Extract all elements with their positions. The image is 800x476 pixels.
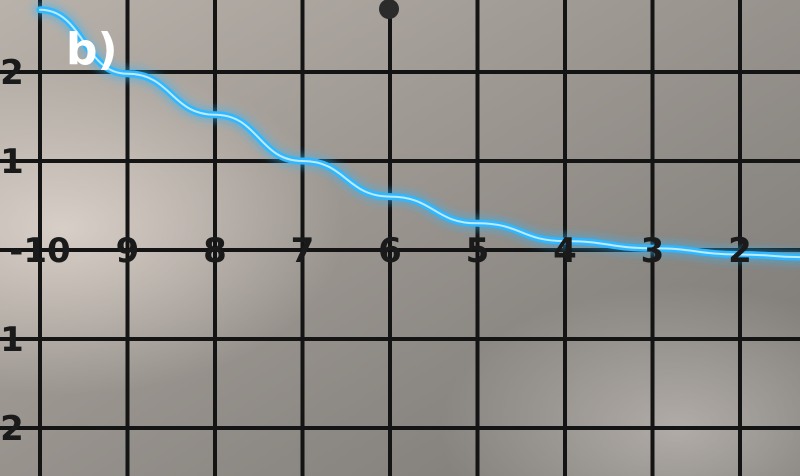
x-tick-label: 7 xyxy=(291,231,315,271)
x-tick-label: 6 xyxy=(378,231,402,271)
y-tick-label: 2 xyxy=(0,409,24,449)
x-tick-labels: -10 9 8 7 6 5 4 3 2 xyxy=(9,231,752,271)
screw-top xyxy=(379,0,399,19)
y-tick-labels: 2 1 1 2 xyxy=(0,53,24,449)
x-tick-label: -10 xyxy=(9,231,70,271)
x-tick-label: 5 xyxy=(466,231,490,271)
y-tick-label: 1 xyxy=(0,320,24,360)
x-tick-label: 3 xyxy=(641,231,665,271)
x-tick-label: 8 xyxy=(203,231,227,271)
curve-highlight xyxy=(39,8,800,259)
y-tick-label: 2 xyxy=(0,53,24,93)
x-tick-label: 2 xyxy=(728,231,752,271)
x-tick-label: 4 xyxy=(553,231,577,271)
blue-curve xyxy=(33,2,800,265)
panel-label: b) xyxy=(66,24,118,75)
y-tick-label: 1 xyxy=(0,142,24,182)
x-tick-label: 9 xyxy=(116,231,140,271)
